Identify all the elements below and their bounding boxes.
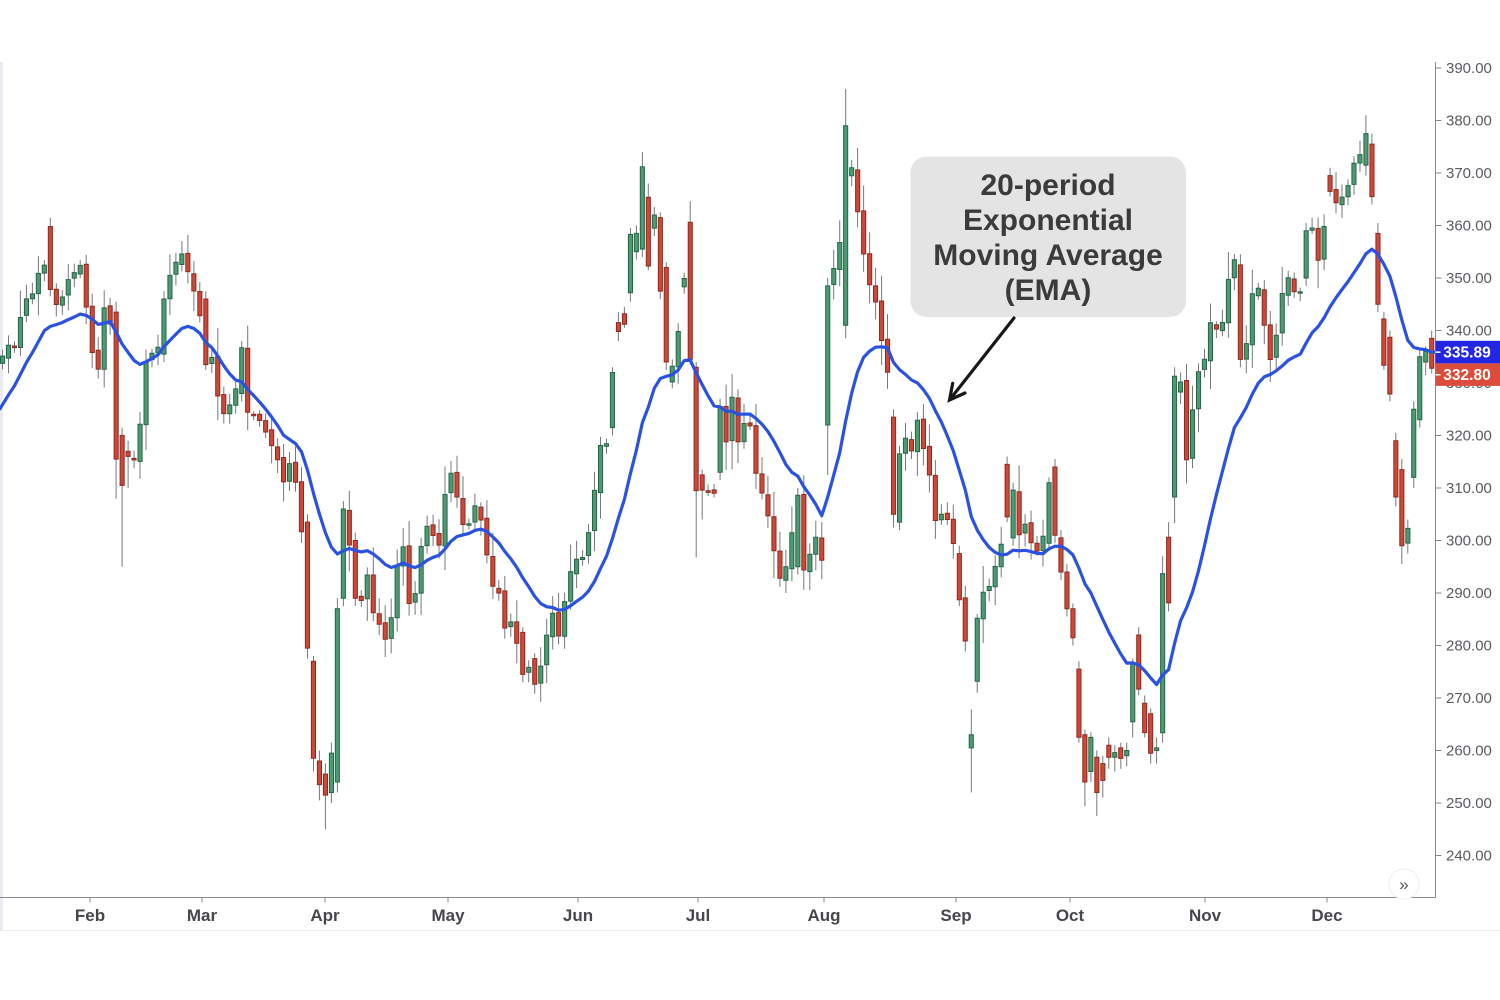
svg-text:360.00: 360.00 xyxy=(1446,218,1492,235)
svg-text:Feb: Feb xyxy=(75,906,105,925)
svg-text:Mar: Mar xyxy=(187,906,218,925)
svg-text:Jun: Jun xyxy=(563,906,593,925)
svg-text:Moving Average: Moving Average xyxy=(933,239,1163,272)
svg-text:320.00: 320.00 xyxy=(1446,428,1492,445)
svg-text:Oct: Oct xyxy=(1056,906,1085,925)
svg-text:»: » xyxy=(1399,875,1408,894)
svg-text:Exponential: Exponential xyxy=(963,204,1133,237)
svg-text:390.00: 390.00 xyxy=(1446,60,1492,77)
svg-text:335.89: 335.89 xyxy=(1443,345,1491,362)
svg-text:Nov: Nov xyxy=(1189,906,1222,925)
svg-text:380.00: 380.00 xyxy=(1446,113,1492,130)
svg-text:280.00: 280.00 xyxy=(1446,638,1492,655)
svg-text:260.00: 260.00 xyxy=(1446,743,1492,760)
svg-text:310.00: 310.00 xyxy=(1446,480,1492,497)
svg-text:Sep: Sep xyxy=(940,906,971,925)
svg-text:May: May xyxy=(431,906,465,925)
svg-text:20-period: 20-period xyxy=(980,169,1115,202)
svg-text:Dec: Dec xyxy=(1311,906,1342,925)
svg-text:340.00: 340.00 xyxy=(1446,323,1492,340)
svg-text:270.00: 270.00 xyxy=(1446,690,1492,707)
svg-text:332.80: 332.80 xyxy=(1443,367,1490,384)
svg-text:290.00: 290.00 xyxy=(1446,585,1492,602)
svg-text:240.00: 240.00 xyxy=(1446,848,1492,865)
svg-text:300.00: 300.00 xyxy=(1446,533,1492,550)
svg-text:250.00: 250.00 xyxy=(1446,795,1492,812)
svg-text:Aug: Aug xyxy=(807,906,840,925)
svg-text:Apr: Apr xyxy=(310,906,340,925)
svg-text:370.00: 370.00 xyxy=(1446,165,1492,182)
svg-text:350.00: 350.00 xyxy=(1446,270,1492,287)
svg-text:Jul: Jul xyxy=(686,906,711,925)
svg-text:(EMA): (EMA) xyxy=(1005,274,1092,307)
